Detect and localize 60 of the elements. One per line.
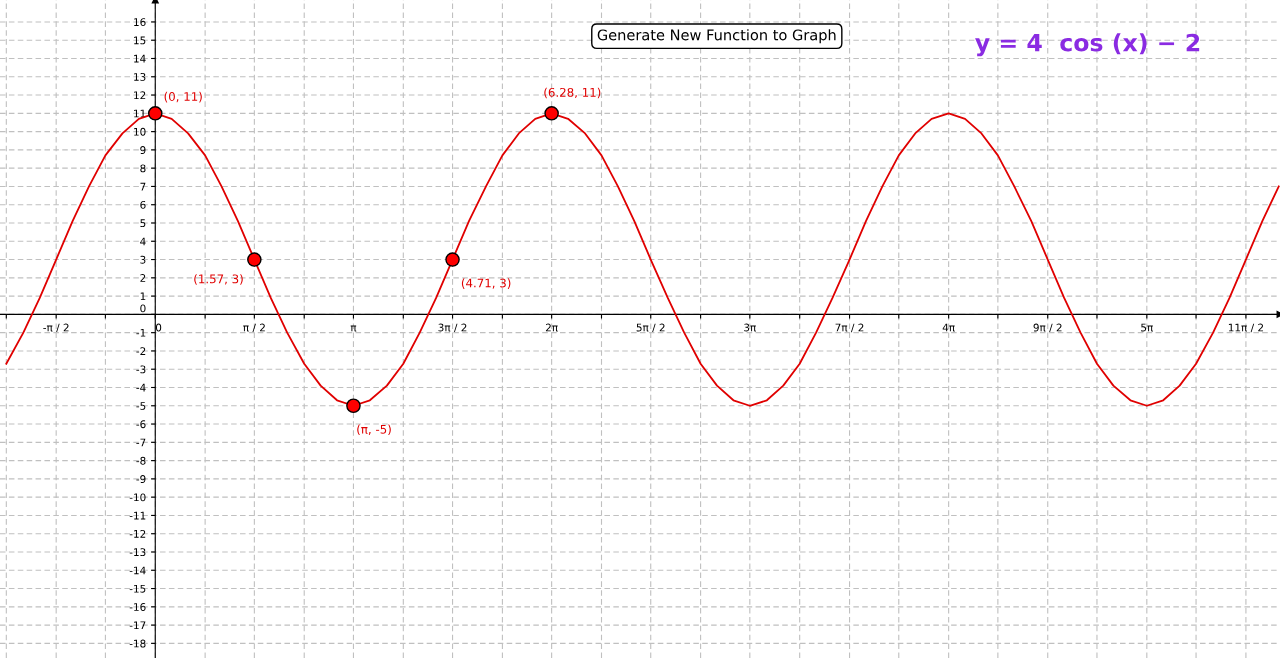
y-tick-label: 7 [140,182,146,191]
y-tick-label: 4 [140,237,146,246]
annotation: Generate New Function to Graph [597,29,836,44]
y-tick-label: 10 [134,127,146,136]
y-tick-label: -12 [129,529,146,538]
point [445,252,460,267]
y-tick-label: 14 [134,54,146,63]
y-tick-label: 1 [140,292,146,301]
y-tick-label: -3 [136,365,146,374]
y-tick-label: -17 [129,621,146,630]
x-tick-label: 9π / 2 [1033,323,1062,333]
x-tick-label: 7π / 2 [835,323,864,333]
y-tick-label: -18 [129,639,146,648]
text: y = 4 cos (x) − 2 [975,33,1200,57]
point [346,398,361,414]
y-tick-label: -9 [136,475,146,483]
y-tick-label: -15 [129,584,146,593]
point [247,252,262,267]
x-tick-label: 5π / 2 [636,323,665,333]
x-tick-label: 0 [155,323,162,332]
y-tick-label: 6 [140,200,146,209]
y-tick-label: 15 [134,36,146,45]
annotation: (4.71, 3) [461,278,511,289]
x-tick-label: 4π [942,323,955,332]
y-tick-label: -16 [129,603,146,611]
y-tick-label: 11 [134,109,146,118]
x-tick-label: 2π [545,323,558,332]
y-tick-label: 16 [134,18,146,27]
annotation: (6.28, 11) [544,87,601,99]
y-tick-label: 8 [140,164,146,173]
x-tick-label: 3π / 2 [438,323,467,333]
x-tick-label: π / 2 [243,323,265,333]
annotation: (0, 11) [164,91,202,103]
y-tick-label: 12 [134,91,146,99]
y-tick-label: -1 [136,329,146,337]
x-tick-label: 5π [1141,323,1153,332]
y-tick-label: 13 [134,72,146,81]
annotation: (1.57, 3) [194,274,243,285]
y-tick-label: -6 [136,420,146,429]
y-tick-label: -5 [136,402,146,410]
x-tick-label: -π / 2 [43,323,69,333]
x-tick-label: 11π / 2 [1228,323,1264,333]
y-tick-label: -10 [129,493,146,502]
y-tick-label: 5 [140,219,146,228]
y-tick-label: -8 [136,456,146,465]
y-tick-label: -13 [129,548,146,557]
x-tick-label: π [350,325,357,332]
y-tick-label: -11 [129,511,146,520]
y-tick-label: -4 [136,383,146,392]
x-tick-label: 3π [744,323,756,332]
y-tick-label: 2 [140,274,146,282]
y-tick-label: 0 [140,304,146,313]
point [147,106,163,121]
y-tick-label: -14 [129,566,146,575]
y-tick-label: 3 [140,255,146,264]
y-tick-label: -2 [136,347,146,355]
y-tick-label: -7 [136,438,146,447]
annotation: (π, -5) [357,424,391,436]
point [544,106,559,121]
y-tick-label: 9 [140,146,146,154]
